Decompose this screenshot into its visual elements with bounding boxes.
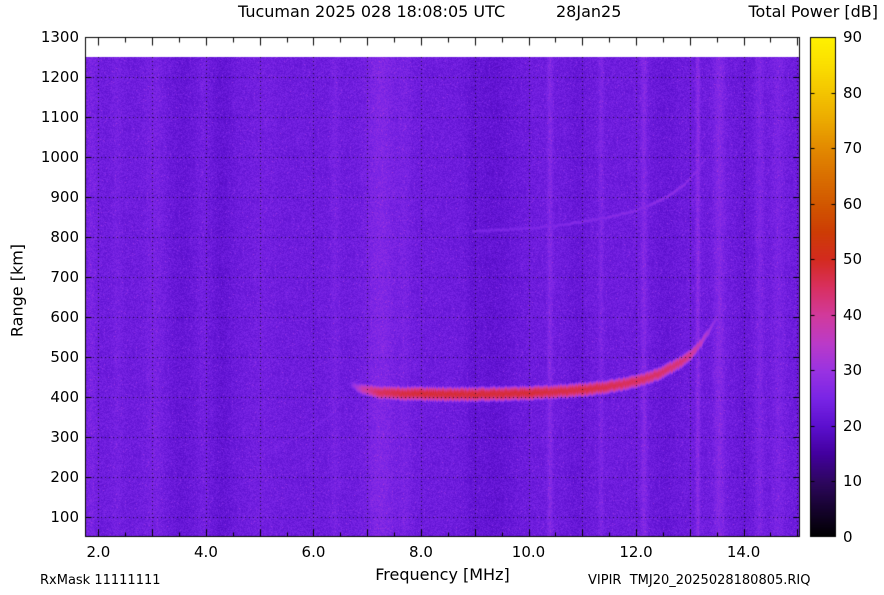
x-tick-label: 4.0 [194,543,218,561]
y-tick-label: 1000 [40,148,79,166]
y-axis-label: Range [km] [7,243,27,338]
colorbar-title: Total Power [dB] [748,2,878,21]
x-axis-label: Frequency [MHz] [375,565,510,584]
colorbar-tick-label: 80 [843,83,863,102]
rxmask-label: RxMask 11111111 [40,573,161,588]
y-tick-label: 1100 [40,108,79,126]
plot-date: 28Jan25 [556,2,622,21]
colorbar-tick-label: 10 [843,472,863,491]
x-tick-label: 8.0 [409,543,433,561]
colorbar-tick-label: 40 [843,305,863,324]
x-tick-label: 2.0 [86,543,111,561]
colorbar-tick-label: 90 [843,28,863,46]
y-tick-label: 600 [50,308,79,326]
y-tick-label: 400 [50,388,79,406]
x-tick-label: 6.0 [301,543,326,561]
y-tick-label: 900 [50,188,79,206]
y-tick-label: 200 [50,468,79,486]
x-tick-label: 14.0 [726,543,761,561]
colorbar-tick-label: 60 [843,194,863,213]
colorbar-tick-label: 50 [843,250,863,269]
filename-label: VIPIR TMJ20_2025028180805.RIQ [588,573,811,588]
colorbar-tick-label: 20 [843,416,863,435]
y-tick-label: 500 [50,348,79,366]
colorbar-tick-label: 0 [843,528,853,546]
y-tick-label: 800 [50,228,79,246]
x-tick-label: 12.0 [619,543,653,561]
y-tick-label: 1200 [40,68,79,86]
y-tick-label: 100 [50,508,79,526]
colorbar-tick-label: 70 [843,139,863,158]
x-tick-label: 10.0 [511,543,546,561]
plot-title: Tucuman 2025 028 18:08:05 UTC [238,2,506,21]
y-tick-label: 700 [50,268,79,286]
y-tick-label: 300 [50,428,79,446]
y-tick-label: 1300 [40,28,79,46]
colorbar-tick-label: 30 [843,361,863,380]
